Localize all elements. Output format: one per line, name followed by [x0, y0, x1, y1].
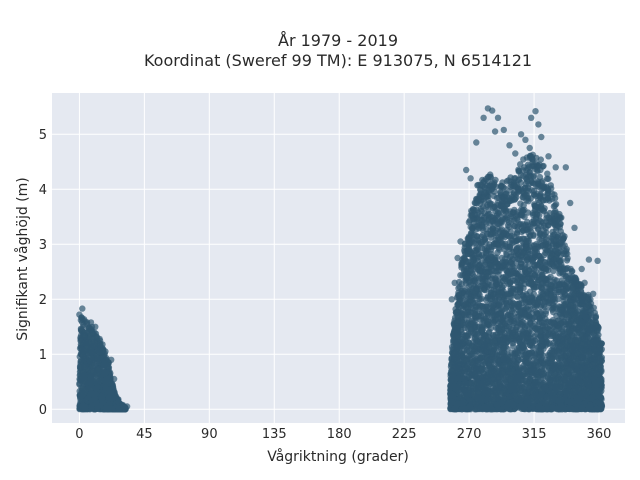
- data-point: [533, 336, 540, 343]
- data-point: [543, 212, 550, 219]
- data-point: [544, 170, 551, 177]
- data-point: [85, 339, 92, 346]
- chart-title-line2: Koordinat (Sweref 99 TM): E 913075, N 65…: [144, 51, 532, 70]
- data-point: [534, 168, 541, 175]
- data-point: [538, 237, 545, 244]
- data-point: [80, 369, 87, 376]
- data-point: [537, 156, 544, 163]
- data-point: [476, 295, 484, 303]
- data-point: [80, 352, 87, 359]
- data-point: [81, 375, 88, 382]
- data-point: [469, 225, 476, 232]
- data-point: [79, 385, 86, 392]
- data-point: [105, 394, 113, 401]
- data-point: [87, 349, 94, 356]
- data-point: [108, 389, 115, 396]
- data-point: [103, 376, 110, 383]
- data-point: [528, 178, 535, 186]
- data-point: [92, 385, 100, 392]
- data-point: [103, 362, 111, 370]
- data-point: [515, 166, 522, 173]
- data-point: [77, 341, 85, 348]
- data-point: [94, 372, 101, 379]
- data-point: [82, 363, 89, 370]
- data-point: [102, 369, 109, 376]
- data-point: [517, 325, 524, 332]
- data-point: [87, 378, 94, 386]
- data-point: [517, 200, 524, 207]
- data-point: [520, 156, 527, 163]
- data-point: [91, 390, 99, 397]
- data-point: [89, 362, 96, 369]
- data-point: [93, 400, 100, 408]
- data-point: [87, 373, 94, 380]
- chart-title-line1: År 1979 - 2019: [278, 31, 398, 50]
- data-point: [78, 327, 85, 334]
- data-point: [80, 333, 88, 340]
- data-point: [99, 355, 106, 362]
- data-point: [550, 203, 558, 210]
- data-point: [456, 283, 463, 290]
- data-point: [94, 355, 101, 362]
- data-point: [103, 404, 110, 411]
- data-point: [524, 209, 532, 216]
- data-point: [490, 192, 497, 200]
- data-point: [88, 403, 96, 411]
- data-point: [494, 249, 501, 256]
- data-point: [79, 402, 87, 409]
- data-point: [87, 384, 95, 391]
- data-point: [495, 194, 502, 201]
- data-point: [88, 355, 95, 362]
- data-point: [547, 273, 554, 280]
- data-point: [98, 395, 106, 402]
- data-point: [474, 182, 481, 189]
- data-points: [76, 105, 606, 413]
- data-point: [563, 257, 571, 264]
